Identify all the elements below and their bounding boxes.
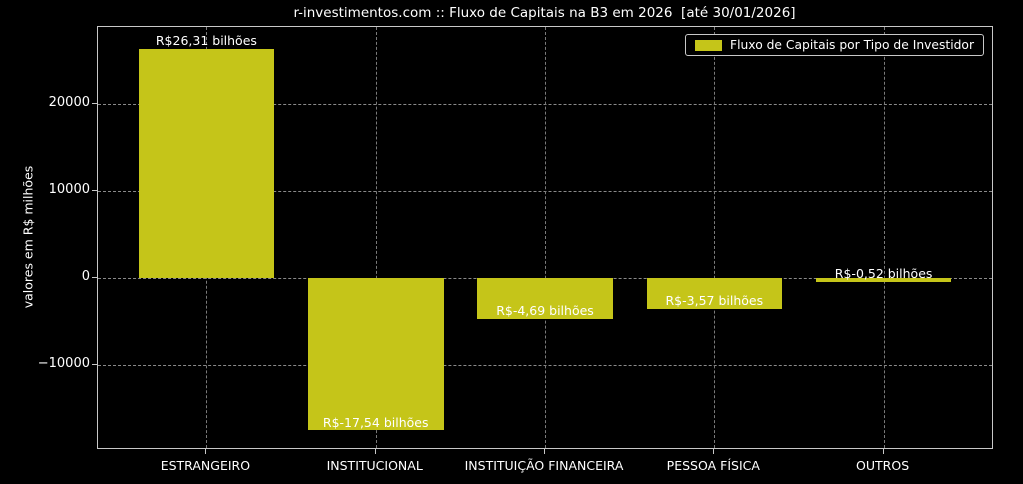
bar-value-label: R$26,31 bilhões bbox=[155, 33, 257, 48]
v-gridline bbox=[714, 27, 716, 448]
bar-value-label: R$-3,57 bilhões bbox=[665, 293, 764, 308]
y-tick-mark bbox=[92, 102, 97, 104]
v-gridline bbox=[375, 27, 377, 448]
y-tick-label: −10000 bbox=[37, 355, 90, 371]
bar-institucional bbox=[308, 277, 444, 431]
x-tick-mark bbox=[544, 449, 545, 454]
x-tick-mark bbox=[205, 449, 207, 454]
chart-title: r-investimentos.com :: Fluxo de Capitais… bbox=[293, 5, 796, 21]
legend: Fluxo de Capitais por Tipo de Investidor bbox=[685, 34, 984, 56]
bar-institui-o-financeira bbox=[477, 277, 613, 319]
plot-area: R$26,31 bilhões R$-17,54 bilhões R$-4,69 b… bbox=[97, 26, 993, 449]
x-tick-label: PESSOA FÍSICA bbox=[666, 458, 760, 473]
x-tick-mark bbox=[882, 449, 884, 454]
legend-swatch-icon bbox=[695, 39, 723, 51]
bar-value-label: R$-0,52 bilhões bbox=[834, 266, 933, 282]
x-tick-mark bbox=[713, 449, 715, 454]
y-tick-mark bbox=[92, 189, 97, 191]
y-tick-label: 0 bbox=[81, 268, 90, 284]
y-tick-mark bbox=[92, 363, 97, 365]
legend-label: Fluxo de Capitais por Tipo de Investidor bbox=[730, 38, 974, 52]
v-gridline bbox=[883, 27, 885, 448]
x-tick-label: ESTRANGEIRO bbox=[160, 458, 251, 473]
v-gridline bbox=[545, 27, 546, 448]
x-tick-label: INSTITUIÇÃO FINANCEIRA bbox=[464, 458, 624, 473]
x-tick-mark bbox=[374, 449, 376, 454]
y-tick-label: 20000 bbox=[48, 94, 90, 110]
x-tick-label: OUTROS bbox=[856, 458, 910, 473]
bar-value-label: R$-17,54 bilhões bbox=[322, 414, 429, 430]
bar-value-label: R$-4,69 bilhões bbox=[496, 302, 594, 318]
bar-outros bbox=[815, 277, 952, 283]
y-tick-label: 10000 bbox=[48, 181, 90, 197]
y-tick-mark bbox=[92, 276, 97, 278]
bar-pessoa-f-sica bbox=[646, 277, 783, 309]
x-tick-label: INSTITUCIONAL bbox=[326, 458, 423, 473]
bar-estrangeiro bbox=[138, 49, 275, 278]
